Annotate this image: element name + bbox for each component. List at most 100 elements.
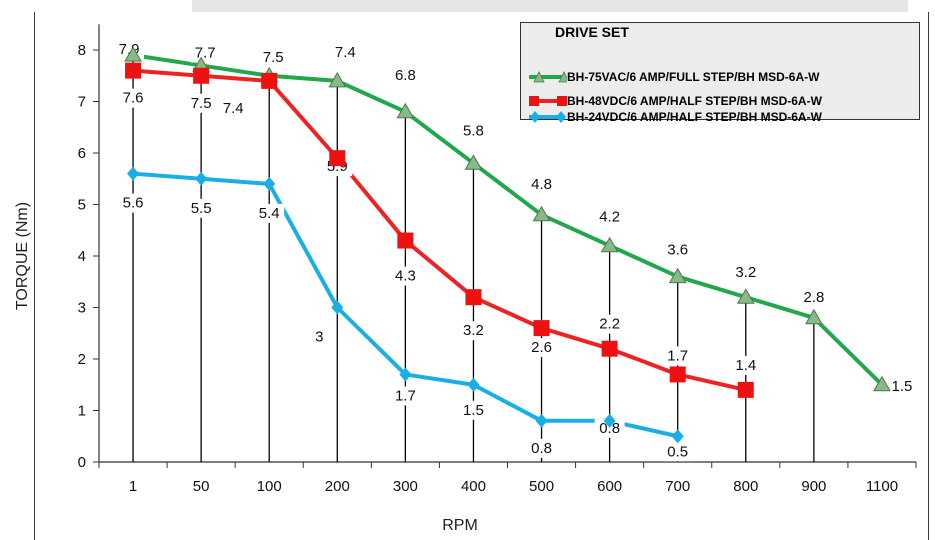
marker-triangle [396, 102, 415, 119]
data-label-75vac: 7.5 [263, 49, 284, 66]
data-label-48vdc: 7.5 [191, 95, 212, 112]
data-label-bg [190, 43, 221, 63]
data-label-24vdc: 5.6 [123, 195, 144, 212]
data-label-75vac: 7.7 [195, 44, 216, 61]
data-label-bg [458, 121, 489, 141]
marker-diamond [535, 413, 548, 428]
marker-triangle [600, 236, 619, 253]
data-label-bg [662, 346, 693, 366]
data-label-bg [594, 418, 625, 438]
data-label-48vdc: 3.2 [463, 322, 484, 339]
marker-triangle [328, 71, 347, 88]
x-tick-label: 700 [665, 478, 690, 495]
data-label-bg [662, 240, 693, 260]
x-tick-label: 500 [529, 478, 554, 495]
legend-item-24vdc: BH-24VDC/6 AMP/HALF STEP/BH MSD-6A-W [527, 107, 822, 127]
data-label-bg [186, 93, 217, 113]
data-label-48vdc: 1.4 [735, 357, 756, 374]
x-tick-label: 600 [597, 478, 622, 495]
marker-square [125, 62, 142, 79]
marker-triangle [873, 375, 891, 392]
marker-diamond [263, 176, 276, 191]
data-label-48vdc: 2.6 [531, 339, 552, 356]
marker-diamond [195, 171, 208, 186]
y-tick-label: 5 [78, 197, 86, 214]
y-tick-label: 7 [78, 94, 86, 111]
marker-square [261, 72, 278, 89]
marker-triangle [124, 46, 142, 62]
data-label-bg [186, 198, 217, 218]
data-label-bg [458, 321, 489, 341]
data-label-48vdc: 4.3 [395, 268, 416, 285]
series-line-segment [471, 382, 544, 423]
data-label-bg [390, 65, 421, 85]
series-line-segment [471, 161, 544, 217]
series-line-segment [403, 238, 476, 300]
marker-triangle [464, 154, 483, 170]
data-label-bg [118, 193, 149, 213]
series-line-segment [607, 243, 680, 279]
data-label-75vac: 3.2 [735, 264, 756, 281]
data-label-bg [662, 442, 693, 462]
data-label-48vdc: 7.4 [223, 100, 244, 117]
marker-diamond [467, 377, 480, 392]
y-tick-label: 1 [78, 403, 86, 420]
x-axis-title: RPM [442, 517, 478, 534]
data-label-24vdc: 0.8 [531, 440, 552, 457]
legend-item-48vdc: BH-48VDC/6 AMP/HALF STEP/BH MSD-6A-W [527, 91, 822, 111]
marker-square [397, 232, 414, 249]
marker-diamond [399, 367, 412, 382]
legend-item-75vac: BH-75VAC/6 AMP/FULL STEP/BH MSD-6A-W [527, 67, 819, 87]
marker-square [601, 340, 618, 357]
data-label-75vac: 6.8 [395, 67, 416, 84]
marker-triangle [736, 288, 755, 304]
marker-triangle [532, 205, 551, 222]
data-label-24vdc: 0.8 [599, 420, 620, 437]
series-line-segment [131, 68, 204, 78]
series-line-segment [811, 315, 884, 387]
y-tick-label: 0 [78, 454, 86, 471]
y-tick-label: 6 [78, 145, 86, 162]
data-label-24vdc: 0.5 [667, 443, 688, 460]
series-line-segment [335, 78, 408, 114]
series-line-segment [607, 346, 680, 377]
legend-label: BH-24VDC/6 AMP/HALF STEP/BH MSD-6A-W [567, 110, 822, 124]
data-label-24vdc: 5.5 [191, 200, 212, 217]
data-label-48vdc: 2.2 [599, 316, 620, 333]
x-tick-label: 300 [393, 478, 418, 495]
x-tick-label: 1100 [866, 478, 898, 495]
data-label-24vdc: 1.5 [463, 402, 484, 419]
data-label-bg [886, 376, 917, 396]
marker-square [193, 67, 210, 84]
data-label-bg [526, 438, 557, 458]
series-line-segment [539, 326, 612, 351]
marker-triangle [668, 267, 687, 284]
marker-diamond [331, 300, 344, 315]
y-tick-label: 2 [78, 351, 86, 368]
data-label-75vac: 4.2 [599, 209, 620, 226]
x-tick-label: 400 [461, 478, 486, 495]
data-label-bg [254, 203, 285, 223]
x-tick-label: 900 [801, 478, 826, 495]
series-line-segment [131, 53, 204, 68]
marker-diamond [603, 413, 616, 428]
series-line-segment [403, 372, 476, 387]
y-tick-label: 3 [78, 300, 86, 317]
data-label-75vac: 2.8 [803, 289, 824, 306]
data-label-bg [258, 47, 289, 67]
series-line-segment [403, 109, 476, 166]
data-label-75vac: 3.6 [667, 242, 688, 259]
data-label-48vdc: 7.6 [123, 90, 144, 107]
series-line-segment [267, 181, 340, 310]
data-label-75vac: 7.4 [335, 44, 356, 61]
data-label-bg [798, 287, 829, 307]
data-label-75vac: 1.5 [892, 378, 913, 395]
series-line-segment [675, 372, 748, 392]
marker-square [533, 320, 550, 337]
series-line-segment [267, 73, 340, 83]
data-label-bg [730, 263, 761, 283]
marker-triangle [805, 308, 823, 325]
series-line-segment [199, 73, 272, 83]
series-line-segment [539, 212, 612, 248]
